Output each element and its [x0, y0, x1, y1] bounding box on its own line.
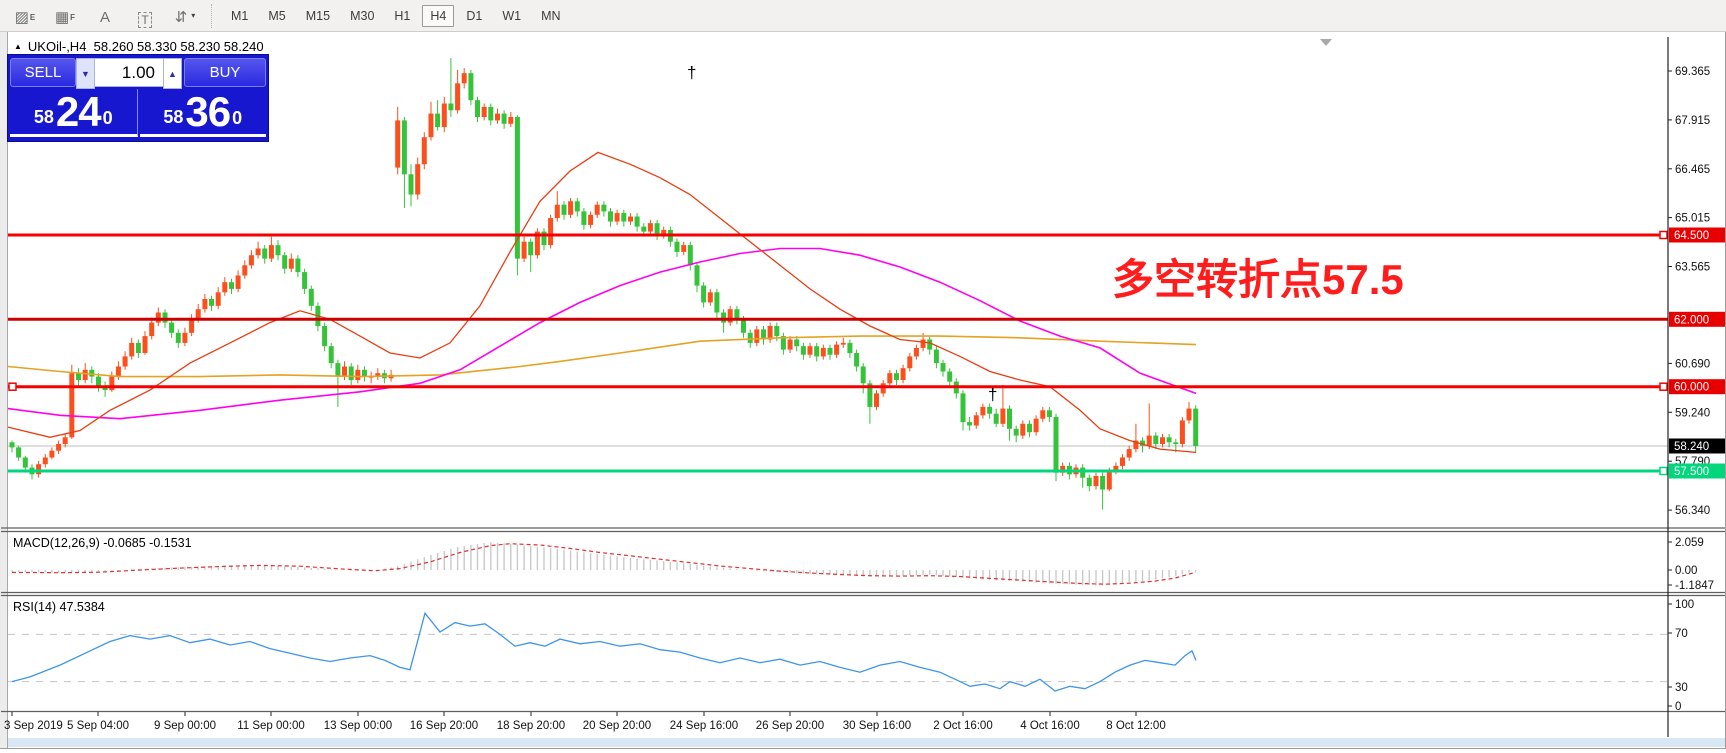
svg-text:62.000: 62.000: [1674, 314, 1709, 326]
buy-button[interactable]: BUY: [184, 58, 266, 87]
svg-text:100: 100: [1675, 599, 1694, 611]
window-left-edge: [0, 31, 8, 748]
svg-text:4 Oct 16:00: 4 Oct 16:00: [1020, 720, 1079, 732]
svg-text:16 Sep 20:00: 16 Sep 20:00: [410, 720, 478, 732]
svg-text:70: 70: [1675, 628, 1688, 640]
toolbar-tools: ▨ E ▦ F A T ⇵ ▾: [0, 2, 205, 30]
svg-text:24 Sep 16:00: 24 Sep 16:00: [670, 720, 738, 732]
ma-fast-red: [7, 151, 1197, 454]
volume-step-down[interactable]: ▼: [76, 58, 95, 89]
indicator-grid-icon[interactable]: ▦ F: [54, 8, 76, 26]
hline-handle[interactable]: [1659, 466, 1668, 476]
svg-text:60.690: 60.690: [1675, 358, 1710, 370]
svg-text:8 Oct 12:00: 8 Oct 12:00: [1106, 720, 1165, 732]
sell-price-pip: 0: [102, 108, 113, 128]
timeframe-d1[interactable]: D1: [466, 8, 483, 23]
svg-text:63.565: 63.565: [1675, 262, 1710, 274]
buy-price-display[interactable]: 58 36 0: [139, 88, 266, 137]
rsi-label: RSI(14) 47.5384: [13, 600, 105, 614]
macd-signal-line: [11, 543, 1197, 585]
price-badge-58.240: 58.240: [1669, 438, 1725, 454]
hline-handle[interactable]: [8, 382, 17, 391]
buy-price-main: 36: [185, 88, 231, 135]
price-badge-62.000: 62.000: [1669, 311, 1725, 327]
svg-text:66.465: 66.465: [1675, 164, 1710, 176]
svg-text:57.500: 57.500: [1674, 466, 1709, 478]
price-badge-57.500: 57.500: [1669, 463, 1725, 479]
svg-text:13 Sep 00:00: 13 Sep 00:00: [324, 720, 392, 732]
status-strip: [1, 738, 1725, 747]
price-axis: 69.365 67.915 66.465 65.015 63.565 60.690 59.2…: [1668, 66, 1710, 517]
svg-text:9 Sep 00:00: 9 Sep 00:00: [154, 720, 216, 732]
timeframe-m5[interactable]: M5: [268, 8, 286, 23]
svg-text:18 Sep 20:00: 18 Sep 20:00: [497, 720, 565, 732]
svg-text:30: 30: [1675, 682, 1688, 694]
svg-text:58.240: 58.240: [1674, 441, 1709, 453]
line-studies-icon[interactable]: ▨ E: [14, 8, 36, 26]
toolbar: ▨ E ▦ F A T ⇵ ▾ M1 M5 M15 M30 H1 H4 D1 W1 MN: [0, 0, 1726, 32]
panel-borders: [1, 527, 1725, 713]
svg-text:2 Oct 16:00: 2 Oct 16:00: [933, 720, 992, 732]
hline-handle[interactable]: [1659, 230, 1668, 240]
scroll-position-marker[interactable]: [1320, 39, 1332, 46]
sell-price-main: 24: [55, 88, 102, 135]
timeframe-bar: M1 M5 M15 M30 H1 H4 D1 W1 MN: [221, 4, 571, 27]
svg-text:0.00: 0.00: [1675, 565, 1697, 577]
svg-text:3 Sep 2019: 3 Sep 2019: [4, 720, 63, 732]
text-box-icon[interactable]: T: [128, 2, 162, 30]
dagger-marker[interactable]: †: [988, 385, 997, 404]
timeframe-w1[interactable]: W1: [502, 8, 522, 23]
collapse-triangle-icon[interactable]: ▲: [14, 42, 22, 51]
svg-text:59.240: 59.240: [1675, 407, 1710, 419]
price-badge-64.500: 64.500: [1669, 227, 1725, 243]
ohlc-values: 58.260 58.330 58.230 58.240: [93, 39, 264, 54]
arrows-icon[interactable]: ⇵ ▾: [174, 8, 196, 26]
volume-input[interactable]: [95, 58, 163, 87]
svg-text:20 Sep 20:00: 20 Sep 20:00: [583, 720, 651, 732]
one-click-trading-panel: SELL ▼ ▲ BUY 58 24 0 58 36 0: [8, 55, 268, 141]
svg-text:64.500: 64.500: [1674, 230, 1709, 242]
hline-handle[interactable]: [1659, 382, 1668, 391]
volume-step-up[interactable]: ▲: [163, 58, 182, 89]
toolbar-separator: [211, 3, 213, 28]
ma-slow-goldenrod: [7, 335, 1197, 378]
dagger-marker[interactable]: †: [687, 63, 696, 82]
timeframe-h1[interactable]: H1: [394, 8, 411, 23]
svg-text:5 Sep 04:00: 5 Sep 04:00: [67, 720, 129, 732]
rsi-line: [11, 611, 1197, 692]
svg-text:67.915: 67.915: [1675, 115, 1710, 127]
timeframe-m15[interactable]: M15: [305, 8, 331, 23]
macd-label: MACD(12,26,9) -0.0685 -0.1531: [13, 536, 192, 550]
svg-text:60.000: 60.000: [1674, 382, 1709, 394]
svg-text:30 Sep 16:00: 30 Sep 16:00: [843, 720, 911, 732]
svg-text:69.365: 69.365: [1675, 66, 1710, 78]
buy-price-pip: 0: [232, 108, 243, 128]
text-label-icon[interactable]: A: [99, 8, 110, 26]
chart-title: ▲ UKOil-,H4 58.260 58.330 58.230 58.240: [14, 39, 264, 54]
sell-price-display[interactable]: 58 24 0: [10, 89, 138, 137]
timeframe-mn[interactable]: MN: [541, 8, 561, 23]
svg-text:-1.1847: -1.1847: [1675, 580, 1714, 592]
macd-axis: 2.059 0.00 -1.1847: [1668, 537, 1714, 592]
price-badge-60.000: 60.000: [1669, 379, 1725, 395]
sell-price-prefix: 58: [33, 107, 54, 127]
timeframe-m30[interactable]: M30: [350, 8, 375, 23]
sell-button[interactable]: SELL: [10, 58, 76, 87]
timeframe-m1[interactable]: M1: [231, 8, 249, 23]
timeframe-h4[interactable]: H4: [422, 4, 455, 27]
svg-text:0: 0: [1675, 701, 1681, 713]
svg-text:11 Sep 00:00: 11 Sep 00:00: [237, 720, 305, 732]
buy-price-prefix: 58: [163, 107, 184, 127]
time-axis: 3 Sep 2019 5 Sep 04:00 9 Sep 00:00 11 Sep 0…: [4, 712, 1166, 732]
svg-text:2.059: 2.059: [1675, 537, 1704, 549]
text-annotation[interactable]: 多空转折点57.5: [1112, 256, 1404, 303]
svg-text:56.340: 56.340: [1675, 505, 1710, 517]
svg-text:26 Sep 20:00: 26 Sep 20:00: [756, 720, 824, 732]
svg-text:65.015: 65.015: [1675, 213, 1710, 225]
symbol-period-label: UKOil-,H4: [27, 39, 87, 54]
ma-mid-magenta: [7, 247, 1197, 420]
rsi-axis: 100 70 30 0: [1668, 599, 1694, 713]
